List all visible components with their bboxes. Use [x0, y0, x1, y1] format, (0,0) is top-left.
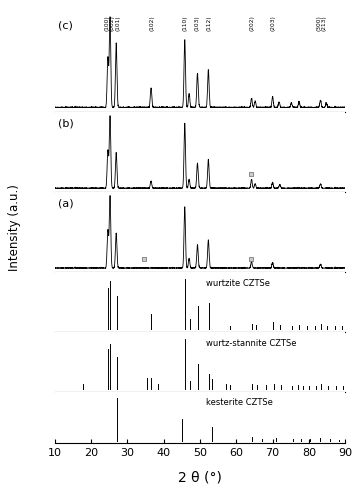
Text: (202): (202) [249, 15, 254, 31]
Text: (110): (110) [182, 15, 187, 31]
Text: (102): (102) [150, 15, 155, 31]
Text: wurtz-stannite CZTSe: wurtz-stannite CZTSe [206, 339, 296, 348]
Text: (c): (c) [58, 20, 73, 30]
Text: (103): (103) [195, 15, 200, 31]
Text: (100)
(002): (100) (002) [104, 15, 114, 31]
Text: 2 θ (°): 2 θ (°) [178, 471, 222, 485]
Text: (112): (112) [207, 15, 212, 31]
Text: (a): (a) [58, 198, 73, 208]
Text: (101): (101) [115, 15, 120, 31]
Text: Intensity (a.u.): Intensity (a.u.) [8, 184, 21, 271]
Text: (203): (203) [270, 15, 275, 31]
Text: (300)
(213): (300) (213) [317, 15, 326, 31]
Text: (b): (b) [58, 119, 74, 128]
Text: kesterite CZTSe: kesterite CZTSe [206, 398, 273, 407]
Text: wurtzite CZTSe: wurtzite CZTSe [206, 279, 270, 288]
